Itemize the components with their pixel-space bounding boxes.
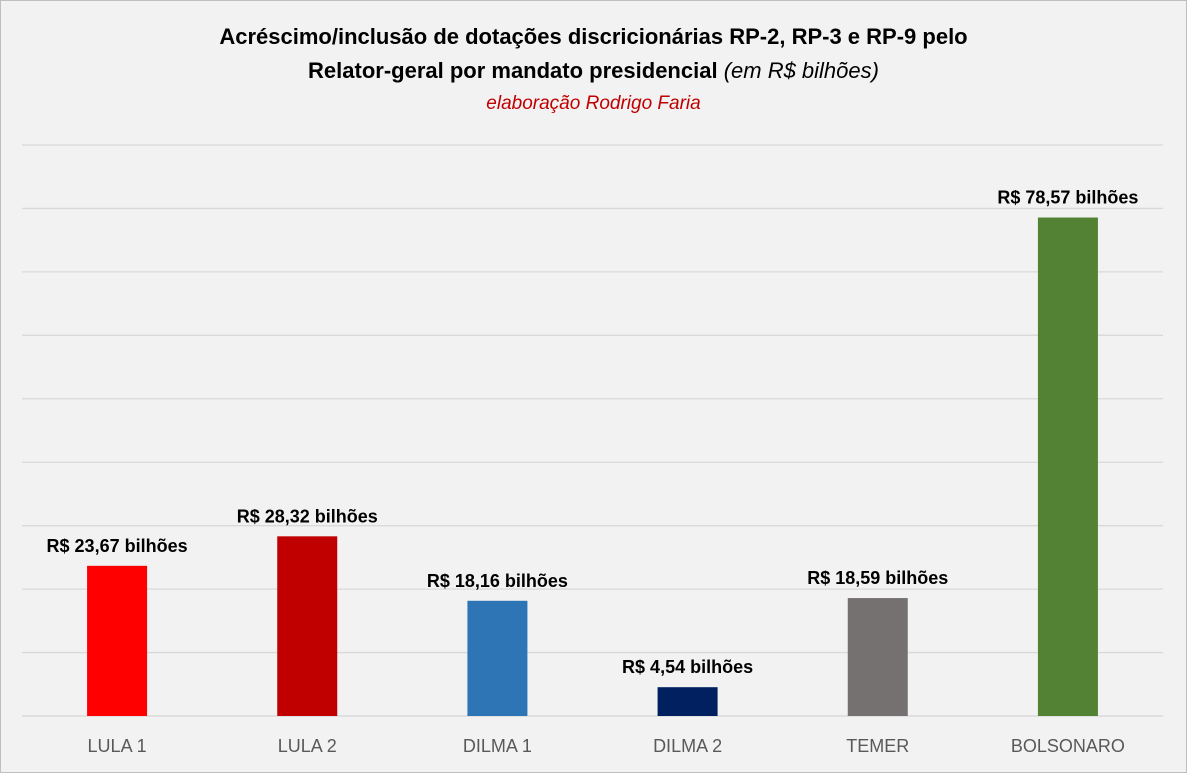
x-tick-label: LULA 1 [88, 736, 147, 756]
bar-dilma-2 [657, 687, 718, 716]
chart-title-line2: Relator-geral por mandato presidencial (… [0, 58, 1187, 84]
data-label: R$ 28,32 bilhões [237, 506, 378, 526]
data-label: R$ 23,67 bilhões [47, 536, 188, 556]
data-label: R$ 78,57 bilhões [997, 188, 1138, 208]
chart-subtitle: elaboração Rodrigo Faria [486, 93, 701, 114]
bar-lula-1 [87, 565, 148, 716]
x-tick-label: DILMA 2 [653, 736, 722, 756]
bar-dilma-1 [467, 600, 528, 716]
data-label: R$ 4,54 bilhões [622, 657, 753, 677]
chart-title-line1: Acréscimo/inclusão de dotações discricio… [219, 24, 968, 49]
data-label: R$ 18,16 bilhões [427, 571, 568, 591]
chart-title-main: Relator-geral por mandato presidencial [308, 58, 718, 83]
x-tick-label: BOLSONARO [1011, 736, 1125, 756]
bar-lula-2 [277, 536, 338, 716]
chart-title-unit: (em R$ bilhões) [723, 58, 879, 83]
x-tick-label: LULA 2 [278, 736, 337, 756]
bar-bolsonaro [1037, 217, 1098, 716]
x-tick-label: TEMER [846, 736, 909, 756]
bar-temer [847, 598, 908, 716]
data-label: R$ 18,59 bilhões [807, 568, 948, 588]
x-tick-label: DILMA 1 [463, 736, 532, 756]
